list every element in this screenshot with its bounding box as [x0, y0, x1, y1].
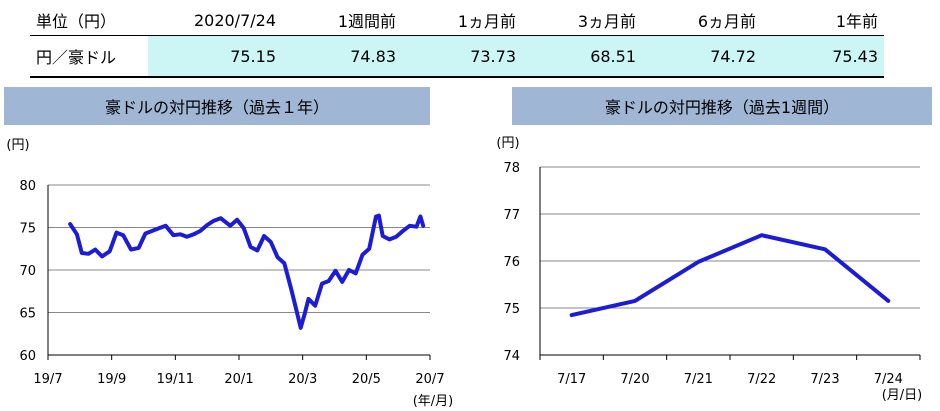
weekly-line-chart: 74 75 76 77 78 (円) 7/17 7/20 7/21 7/22 7/23 7/24(月/…: [496, 136, 923, 403]
y-unit-label: (円): [6, 138, 29, 153]
x-tick-label: 19/9: [97, 372, 126, 387]
series-line-audjpy-year: [68, 213, 426, 330]
y-tick-label: 77: [503, 208, 520, 223]
rate-table: 単位（円） 2020/7/24 1週間前 1ヵ月前 3ヵ月前 6ヵ月前 1年前 …: [30, 5, 884, 78]
x-unit-label: (月/日): [882, 388, 923, 403]
x-tick-label: 7/20: [620, 372, 649, 387]
header-1month: 1ヵ月前: [457, 12, 516, 31]
yearly-line-chart: 60 65 70 75 80 (円) 19/7 19/9 19/11 20/1 20/3 20/5 20…: [6, 138, 454, 409]
row-label: 円／豪ドル: [36, 48, 117, 67]
chart2-title: 豪ドルの対円推移（過去1週間）: [512, 87, 932, 125]
value-current: 75.15: [148, 36, 282, 76]
value-3month: 68.51: [522, 36, 642, 76]
header-date: 2020/7/24: [193, 10, 276, 30]
table-data-row: 円／豪ドル 75.15 74.83 73.73 68.51 74.72 75.4…: [30, 36, 884, 78]
value-1week: 74.83: [282, 36, 402, 76]
x-tick-label: 20/5: [352, 372, 381, 387]
x-tick-label: 20/7: [415, 372, 444, 387]
y-tick-label: 70: [19, 264, 36, 279]
y-tick-label: 60: [19, 349, 36, 364]
x-tick-label: 7/22: [747, 372, 776, 387]
header-3month: 3ヵ月前: [577, 12, 636, 31]
y-unit-label: (円): [496, 136, 519, 151]
x-tick-label: 7/23: [810, 372, 839, 387]
value-6month: 74.72: [642, 36, 762, 76]
x-tick-label: 20/1: [224, 372, 253, 387]
y-tick-label: 80: [19, 179, 36, 194]
table-header-row: 単位（円） 2020/7/24 1週間前 1ヵ月前 3ヵ月前 6ヵ月前 1年前: [30, 5, 884, 36]
x-tick-label: 7/17: [557, 372, 586, 387]
header-6month: 6ヵ月前: [697, 12, 756, 31]
x-tick-label: 7/24: [874, 372, 903, 387]
header-unit: 単位（円）: [36, 12, 117, 31]
x-tick-label: 19/7: [33, 372, 62, 387]
x-tick-label: 19/11: [157, 372, 194, 387]
x-tick-label: 20/3: [288, 372, 317, 387]
y-tick-label: 75: [503, 302, 520, 317]
y-tick-label: 74: [503, 349, 520, 364]
y-tick-label: 65: [19, 307, 36, 322]
series-line-audjpy-week: [569, 233, 891, 318]
value-1month: 73.73: [402, 36, 522, 76]
value-1year: 75.43: [762, 36, 884, 76]
header-1week: 1週間前: [337, 12, 396, 31]
header-1year: 1年前: [835, 12, 878, 31]
x-tick-label: 7/21: [684, 372, 713, 387]
x-unit-label: (年/月): [413, 394, 454, 409]
chart1-title: 豪ドルの対円推移（過去１年）: [4, 87, 430, 125]
y-tick-label: 78: [503, 161, 520, 176]
y-tick-label: 75: [19, 222, 36, 237]
y-tick-label: 76: [503, 255, 520, 270]
